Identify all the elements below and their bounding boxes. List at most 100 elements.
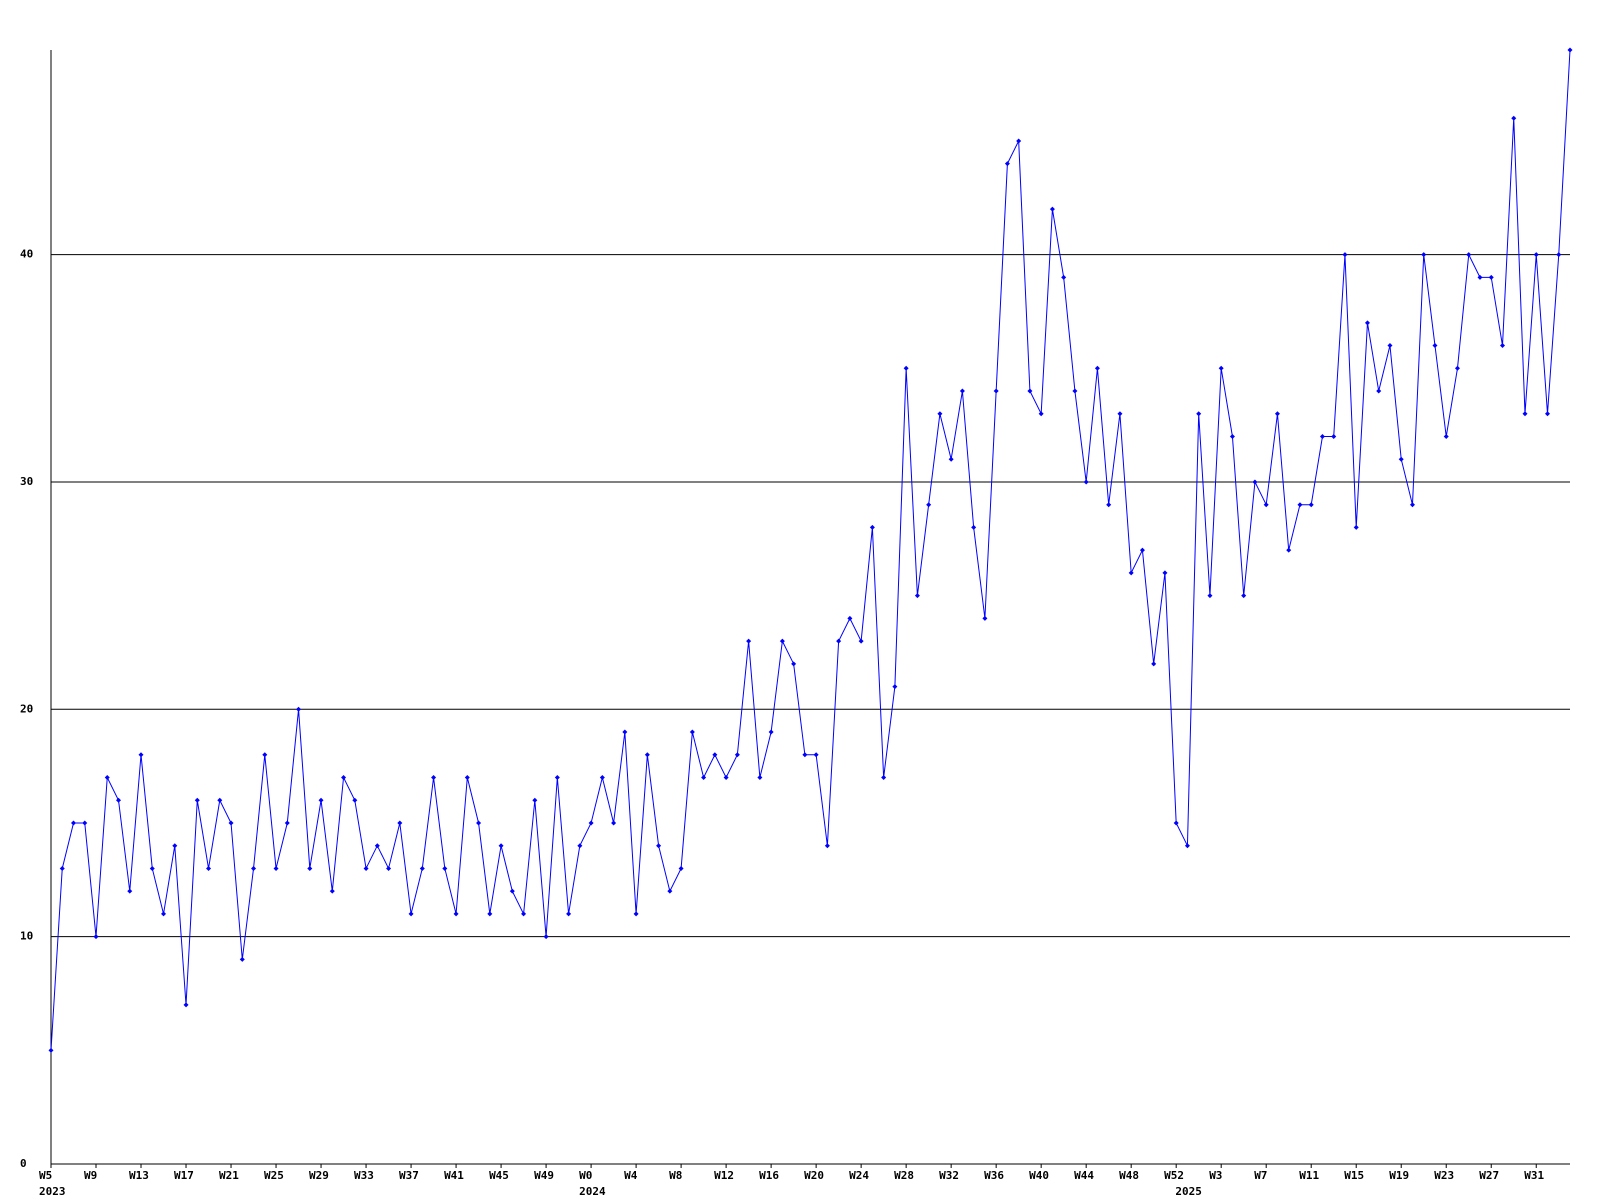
data-point [228, 820, 234, 826]
data-point [509, 888, 515, 894]
data-point [982, 615, 988, 621]
x-tick-label: W52 [1164, 1169, 1184, 1182]
data-point [1218, 365, 1224, 371]
data-point [1229, 433, 1235, 439]
data-point [588, 820, 594, 826]
x-tick-label: W0 [579, 1169, 592, 1182]
data-point [71, 820, 77, 826]
x-tick-label: W41 [444, 1169, 464, 1182]
x-tick-label: W49 [534, 1169, 554, 1182]
data-point [802, 752, 808, 758]
x-tick-label: W12 [714, 1169, 734, 1182]
data-point [1286, 547, 1292, 553]
data-point [386, 865, 392, 871]
data-point [611, 820, 617, 826]
data-point [836, 638, 842, 644]
data-point [1331, 433, 1337, 439]
data-point [959, 388, 965, 394]
x-tick-label: W16 [759, 1169, 779, 1182]
data-point [734, 752, 740, 758]
data-point [127, 888, 133, 894]
data-point [1139, 547, 1145, 553]
data-point [948, 456, 954, 462]
data-point [1511, 115, 1517, 121]
x-tick-label: W15 [1344, 1169, 1364, 1182]
data-point [217, 797, 223, 803]
data-point [1308, 502, 1314, 508]
data-point [689, 729, 695, 735]
data-point [678, 865, 684, 871]
data-point [1342, 252, 1348, 258]
data-point [1094, 365, 1100, 371]
data-point [251, 865, 257, 871]
data-point [993, 388, 999, 394]
data-point [1083, 479, 1089, 485]
year-label: 2025 [1175, 1185, 1202, 1198]
data-point [1027, 388, 1033, 394]
year-label: 2024 [579, 1185, 606, 1198]
data-point [701, 775, 707, 781]
data-point [1196, 411, 1202, 417]
data-point [656, 843, 662, 849]
x-tick-label: W13 [129, 1169, 149, 1182]
data-point [93, 934, 99, 940]
x-tick-label: W25 [264, 1169, 284, 1182]
data-point [431, 775, 437, 781]
data-point [59, 865, 65, 871]
data-point [914, 593, 920, 599]
data-point [521, 911, 527, 917]
data-point [1004, 161, 1010, 167]
data-point [1049, 206, 1055, 212]
data-point [1207, 593, 1213, 599]
data-point [363, 865, 369, 871]
y-tick-label: 0 [20, 1157, 27, 1170]
data-point [1443, 433, 1449, 439]
data-point [161, 911, 167, 917]
x-tick-label: W21 [219, 1169, 239, 1182]
data-point [116, 797, 122, 803]
data-point [1454, 365, 1460, 371]
data-point [206, 865, 212, 871]
y-tick-label: 10 [20, 930, 33, 943]
data-line [50, 49, 1571, 1051]
data-point [881, 775, 887, 781]
x-tick-label: W3 [1209, 1169, 1222, 1182]
data-point [138, 752, 144, 758]
data-point [419, 865, 425, 871]
x-tick-label: W23 [1434, 1169, 1454, 1182]
data-point [746, 638, 752, 644]
data-point [1353, 524, 1359, 530]
data-point [1162, 570, 1168, 576]
year-label: 2023 [39, 1185, 66, 1198]
data-point [1376, 388, 1382, 394]
x-tick-label: W36 [984, 1169, 1004, 1182]
data-point [149, 865, 155, 871]
data-point [374, 843, 380, 849]
data-point [464, 775, 470, 781]
data-point [1241, 593, 1247, 599]
data-point [172, 843, 178, 849]
data-point [262, 752, 268, 758]
data-point [239, 956, 245, 962]
data-point [599, 775, 605, 781]
data-point [757, 775, 763, 781]
data-point [1364, 320, 1370, 326]
data-point [824, 843, 830, 849]
x-tick-label: W33 [354, 1169, 374, 1182]
data-point [1466, 252, 1472, 258]
x-tick-label: W45 [489, 1169, 509, 1182]
data-point [1274, 411, 1280, 417]
data-point [1499, 343, 1505, 349]
data-point [1556, 252, 1562, 258]
data-point [1184, 843, 1190, 849]
x-tick-label: W29 [309, 1169, 329, 1182]
data-point [487, 911, 493, 917]
data-point [1263, 502, 1269, 508]
data-point [1567, 47, 1573, 53]
data-point [892, 684, 898, 690]
data-point [971, 524, 977, 530]
data-point [937, 411, 943, 417]
data-point [329, 888, 335, 894]
data-point [1488, 274, 1494, 280]
data-point [307, 865, 313, 871]
